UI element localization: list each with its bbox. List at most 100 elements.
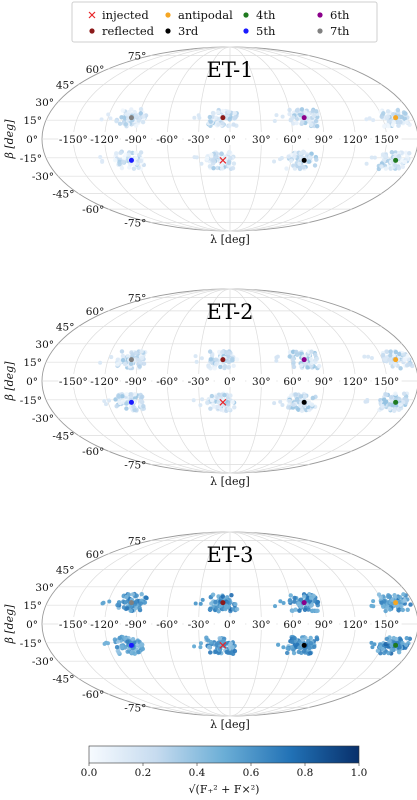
sample-point [128, 361, 134, 367]
sample-point [223, 606, 228, 612]
sample-point [369, 603, 374, 608]
tick-bg [215, 617, 245, 630]
lon-tick-label: -150° [59, 619, 88, 631]
sample-point [291, 121, 296, 126]
sample-point [385, 605, 390, 610]
map-panel-1: -150° -120° -90° -60° -30° 0° 30° 60° 90° 120° 150… [3, 46, 417, 246]
sample-point [230, 645, 235, 650]
sample-point [292, 154, 297, 159]
sample-point [274, 113, 279, 118]
lat-tick-label: -15° [20, 395, 42, 407]
sample-point [382, 357, 388, 362]
sample-point [198, 641, 203, 646]
tick-bg [309, 374, 339, 387]
tick-bg [183, 132, 214, 145]
sample-point [131, 166, 137, 171]
lat-tick-label: -75° [124, 459, 146, 471]
sample-point [369, 640, 374, 645]
posterior-clusters [98, 106, 412, 172]
legend-label: 5th [256, 24, 276, 38]
tick-bg [277, 617, 308, 630]
sample-point [301, 649, 307, 654]
sample-point [106, 112, 111, 117]
sample-point [227, 123, 232, 129]
sample-point [206, 364, 211, 369]
posterior-clusters [100, 591, 413, 657]
lon-tick-label: -90° [125, 376, 147, 388]
sample-point [226, 109, 232, 115]
tick-bg [309, 132, 339, 145]
marked-points [128, 600, 399, 649]
lon-tick-label: 120° [343, 134, 368, 146]
sample-point [408, 602, 413, 607]
sample-point [116, 394, 122, 399]
sample-point [291, 402, 296, 407]
sample-point [397, 402, 403, 407]
sample-point [313, 118, 319, 124]
sample-point [138, 399, 144, 404]
sample-point [138, 106, 144, 112]
tick-bg [183, 374, 214, 387]
sample-point [292, 635, 297, 641]
sample-point [138, 158, 144, 164]
sample-point [140, 646, 146, 652]
sample-point [209, 152, 214, 158]
panel-title: ET-3 [206, 543, 253, 567]
sample-point [298, 112, 303, 118]
injected-marker [219, 398, 227, 406]
sample-point [194, 155, 199, 160]
sample-point [372, 155, 377, 160]
antipodal-marker [393, 600, 399, 606]
sample-point [393, 594, 398, 599]
sample-point [401, 399, 406, 405]
sample-point [207, 164, 213, 169]
sample-point [385, 114, 391, 119]
sample-point [278, 599, 283, 604]
sample-point [398, 115, 403, 120]
sample-point [276, 642, 281, 647]
sample-point [138, 360, 143, 365]
sample-point [308, 356, 314, 362]
7th-marker [128, 115, 134, 121]
sample-point [213, 649, 218, 654]
sample-point [401, 352, 407, 357]
3rd-marker [301, 642, 307, 648]
sample-point [401, 592, 406, 597]
lon-tick-label: 120° [343, 619, 368, 631]
tick-bg [89, 617, 120, 630]
sample-point [221, 638, 226, 644]
sample-point [122, 361, 128, 367]
sample-point [372, 642, 377, 647]
sample-point [217, 636, 222, 641]
sample-point [275, 354, 280, 359]
sample-point [98, 360, 103, 365]
sample-point [309, 122, 314, 128]
sample-point [401, 391, 407, 396]
tick-bg [121, 617, 151, 630]
sample-point [407, 122, 412, 127]
sample-point [364, 161, 369, 166]
sample-point [381, 397, 387, 402]
legend-dot-marker [243, 28, 249, 34]
lat-tick-label: 30° [35, 339, 54, 351]
sample-point [208, 650, 213, 655]
sample-point [314, 356, 320, 361]
sample-point [192, 644, 197, 649]
sample-point [387, 639, 392, 644]
lat-tick-label: 45° [56, 565, 75, 577]
sample-point [100, 158, 105, 163]
sample-point [396, 650, 402, 655]
legend-dot-marker [243, 12, 249, 18]
sample-point [132, 651, 137, 656]
legend-dot-marker [89, 28, 95, 34]
sample-point [216, 122, 221, 127]
sample-point [386, 123, 391, 129]
sample-point [294, 120, 299, 126]
sample-point [302, 607, 308, 612]
sample-point [287, 398, 292, 404]
sample-point [138, 642, 144, 648]
sample-point [381, 123, 387, 129]
sample-point [388, 395, 394, 400]
legend-label: 7th [330, 24, 350, 38]
sample-point [396, 123, 401, 128]
